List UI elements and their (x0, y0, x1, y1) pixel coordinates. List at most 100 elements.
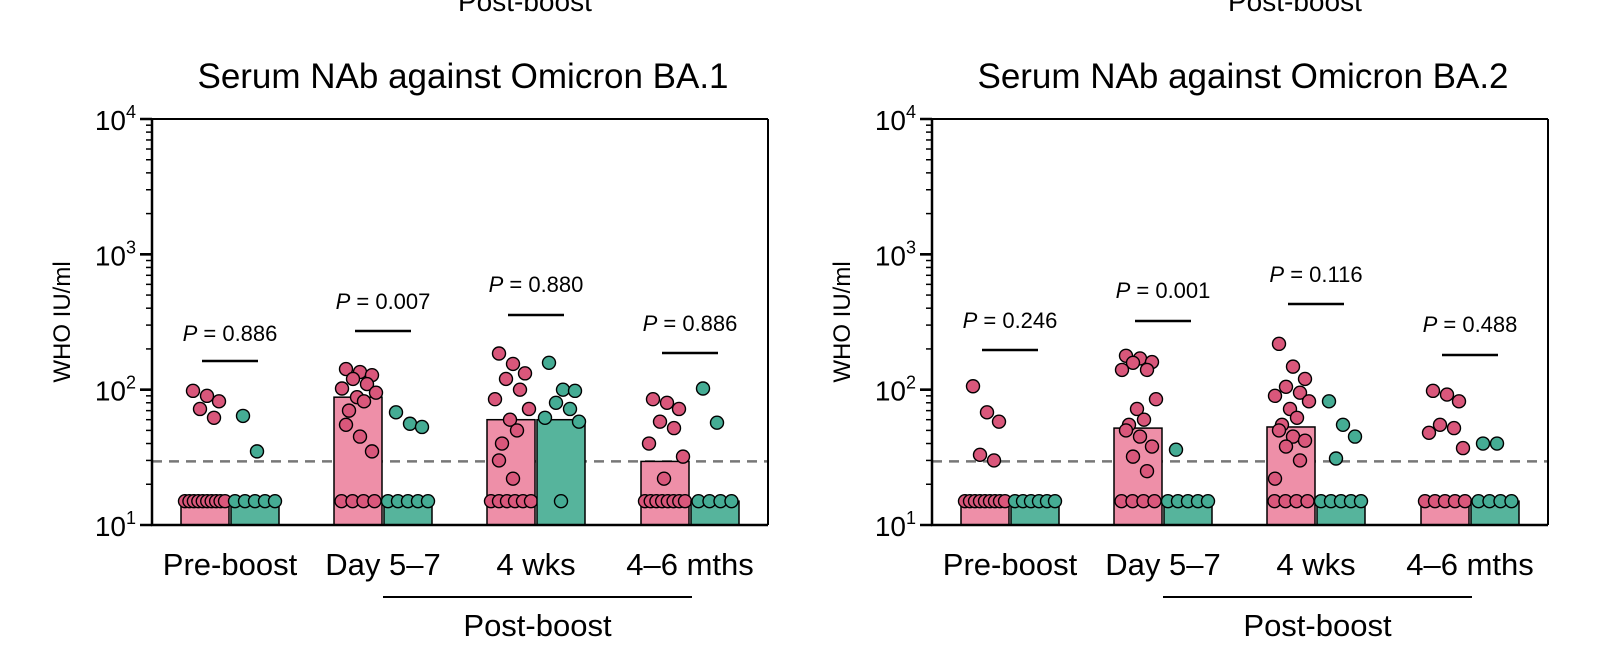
pink-point (1301, 394, 1317, 409)
p-value-label: P = 0.001 (1116, 278, 1211, 303)
pink-point (1114, 362, 1130, 378)
pink-point (345, 371, 361, 387)
y-tick-exponent: 3 (126, 237, 136, 257)
pink-point (1451, 394, 1467, 409)
pink-point (1267, 388, 1283, 404)
pink-point (1139, 362, 1155, 378)
pink-point (352, 429, 368, 444)
pink-point (505, 356, 521, 372)
p-symbol: P (643, 311, 658, 336)
y-axis-label: WHO IU/ml (829, 261, 856, 382)
pink-point (338, 361, 354, 377)
y-tick-base: 10 (875, 511, 906, 542)
teal-point (553, 493, 569, 509)
y-tick-exponent: 1 (906, 508, 916, 528)
pink-point (211, 394, 227, 409)
p-value: = 0.488 (1437, 312, 1517, 337)
pink-point (192, 401, 208, 417)
pink-point (986, 453, 1002, 468)
y-tick-label: 103 (875, 237, 916, 271)
pink-point (1136, 412, 1152, 427)
pink-point (1455, 440, 1471, 456)
p-symbol: P (963, 308, 978, 333)
pink-point (356, 394, 372, 409)
y-tick-base: 10 (95, 511, 126, 542)
pink-point (675, 449, 691, 464)
y-tick-base: 10 (95, 376, 126, 407)
pink-point (367, 493, 382, 509)
pink-point (1144, 439, 1160, 454)
pink-point (972, 447, 988, 463)
p-symbol: P (1423, 312, 1438, 337)
pink-point (1432, 417, 1448, 433)
teal-point (402, 416, 418, 431)
x-tick-label: 4–6 mths (1406, 547, 1534, 582)
teal-point (548, 395, 564, 410)
y-tick-label: 101 (875, 508, 916, 542)
pink-point (1125, 355, 1141, 370)
pink-point (1421, 425, 1437, 441)
chart-title: Serum NAb against Omicron BA.2 (977, 57, 1508, 96)
y-tick-label: 101 (95, 508, 136, 542)
p-value: = 0.001 (1130, 278, 1210, 303)
pink-point (502, 412, 518, 427)
pink-point (199, 388, 215, 404)
y-tick-label: 102 (95, 373, 136, 407)
pink-point (498, 371, 514, 387)
teal-point (1335, 417, 1351, 433)
pink-point (1129, 401, 1145, 417)
pink-point (1285, 359, 1301, 374)
y-tick-exponent: 4 (906, 102, 916, 122)
pink-point (341, 403, 357, 418)
p-value-label: P = 0.886 (643, 311, 738, 336)
pink-point (641, 436, 657, 451)
p-value-label: P = 0.246 (963, 308, 1058, 333)
y-tick-label: 103 (95, 237, 136, 271)
p-value: = 0.886 (657, 311, 737, 336)
pink-point (1292, 453, 1308, 468)
pink-point (1267, 471, 1283, 486)
pink-point (338, 417, 354, 433)
pink-point (652, 414, 668, 429)
x-tick-label: 4–6 mths (626, 547, 754, 582)
p-value-label: P = 0.880 (489, 272, 584, 297)
teal-point (1047, 493, 1063, 509)
teal-point (555, 382, 571, 397)
pink-point (491, 346, 507, 361)
teal-point (567, 383, 583, 399)
post-boost-label: Post-boost (463, 608, 612, 643)
pink-point (1297, 433, 1313, 448)
p-value-label: P = 0.886 (183, 321, 278, 346)
pink-point (185, 383, 201, 399)
y-tick-exponent: 4 (126, 102, 136, 122)
x-tick-label: 4 wks (496, 547, 575, 582)
pink-point (1148, 392, 1164, 407)
y-tick-base: 10 (875, 240, 906, 271)
pink-point (1457, 493, 1473, 509)
y-tick-exponent: 1 (126, 508, 136, 528)
pink-point (364, 444, 380, 459)
teal-point (1353, 493, 1369, 509)
pink-point (517, 366, 533, 381)
pink-point (206, 410, 222, 425)
pink-point (359, 376, 375, 392)
pink-point (666, 420, 682, 436)
pink-point (1125, 449, 1141, 464)
y-tick-exponent: 2 (126, 373, 136, 393)
teal-point (1489, 436, 1505, 451)
x-tick-label: Day 5–7 (325, 547, 440, 582)
p-value: = 0.886 (197, 321, 277, 346)
chart-title: Serum NAb against Omicron BA.1 (197, 57, 728, 96)
p-symbol: P (1269, 262, 1284, 287)
teal-point (1328, 451, 1344, 466)
p-value: = 0.007 (350, 289, 430, 314)
pink-point (1132, 429, 1148, 444)
teal-point (695, 381, 711, 396)
pink-bar-4 (640, 460, 690, 526)
pink-point (1292, 385, 1308, 400)
pink-point (512, 382, 528, 397)
y-tick-label: 102 (875, 373, 916, 407)
p-symbol: P (489, 272, 504, 297)
pink-point (645, 392, 661, 407)
y-tick-base: 10 (875, 376, 906, 407)
